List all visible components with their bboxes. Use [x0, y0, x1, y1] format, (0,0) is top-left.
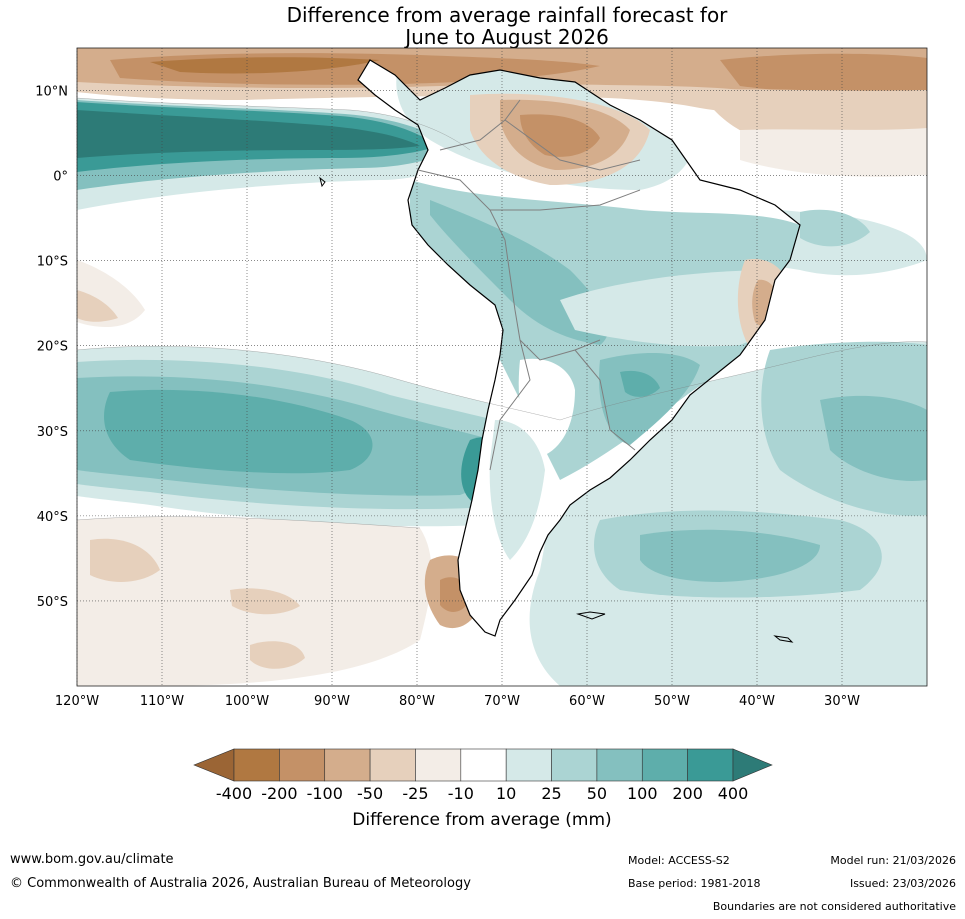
- title-line-1: Difference from average rainfall forecas…: [286, 3, 728, 27]
- legend-swatch: [551, 748, 598, 782]
- legend-swatch: [415, 748, 462, 782]
- legend-label: 200: [672, 784, 703, 803]
- lat-tick-label: 20°S: [37, 340, 68, 355]
- legend-swatch: [460, 748, 507, 782]
- lon-tick-label: 60°W: [569, 694, 605, 709]
- title-line-2: June to August 2026: [405, 25, 609, 49]
- islands: [319, 176, 794, 643]
- legend-label: -25: [402, 784, 428, 803]
- legend-label: -100: [307, 784, 343, 803]
- lon-tick-label: 50°W: [654, 694, 690, 709]
- map-frame: [76, 47, 928, 687]
- lat-tick-label: 40°S: [37, 510, 68, 525]
- legend-swatch: [279, 748, 326, 782]
- lon-tick-label: 120°W: [55, 694, 99, 709]
- legend-swatch: [596, 748, 643, 782]
- legend-label: -400: [216, 784, 252, 803]
- lon-tick-label: 30°W: [824, 694, 860, 709]
- footer-model: Model: ACCESS-S2: [628, 854, 730, 867]
- footer-copyright: © Commonwealth of Australia 2026, Austra…: [10, 876, 471, 891]
- legend-label: 10: [496, 784, 516, 803]
- legend-swatch: [641, 748, 688, 782]
- legend-label: -50: [357, 784, 383, 803]
- footer-issued: Issued: 23/03/2026: [849, 877, 956, 890]
- legend-colorbar: -400 -200 -100 -50 -25 -10 10 25 50 100 200 400: [193, 748, 773, 803]
- country-borders: [417, 99, 641, 471]
- lat-tick-label: 10°S: [37, 255, 68, 270]
- lat-tick-label: 10°N: [35, 85, 68, 100]
- lon-tick-label: 80°W: [399, 694, 435, 709]
- legend-extend-low: [193, 748, 235, 782]
- legend-swatch: [505, 748, 552, 782]
- legend-label: 400: [718, 784, 749, 803]
- legend-label: 50: [587, 784, 607, 803]
- lon-tick-label: 40°W: [739, 694, 775, 709]
- legend-label: 25: [541, 784, 561, 803]
- lon-tick-label: 100°W: [225, 694, 269, 709]
- lat-tick-labels: 10°N 0° 10°S 20°S 30°S 40°S 50°S: [35, 85, 68, 610]
- footer-url[interactable]: www.bom.gov.au/climate: [10, 852, 174, 867]
- coastline: [357, 59, 801, 637]
- legend-swatch: [233, 748, 280, 782]
- legend-label: -200: [261, 784, 297, 803]
- lon-tick-labels: 120°W 110°W 100°W 90°W 80°W 70°W 60°W 50°W 40°W 3…: [55, 694, 860, 709]
- map-title: Difference from average rainfall forecas…: [77, 4, 937, 48]
- legend-label: -10: [448, 784, 474, 803]
- lon-tick-label: 90°W: [314, 694, 350, 709]
- lat-tick-label: 30°S: [37, 425, 68, 440]
- legend-swatch: [324, 748, 371, 782]
- legend-swatch: [369, 748, 416, 782]
- lat-tick-label: 50°S: [37, 595, 68, 610]
- legend-title: Difference from average (mm): [352, 810, 611, 830]
- footer-model-run: Model run: 21/03/2026: [830, 854, 956, 867]
- legend-extend-high: [732, 748, 773, 782]
- legend-swatch: [687, 748, 734, 782]
- lon-tick-label: 70°W: [484, 694, 520, 709]
- lon-tick-label: 110°W: [140, 694, 184, 709]
- legend-label: 100: [627, 784, 658, 803]
- lat-tick-label: 0°: [53, 170, 68, 185]
- footer-disclaimer: Boundaries are not considered authoritat…: [712, 900, 956, 913]
- footer-base-period: Base period: 1981-2018: [628, 877, 761, 890]
